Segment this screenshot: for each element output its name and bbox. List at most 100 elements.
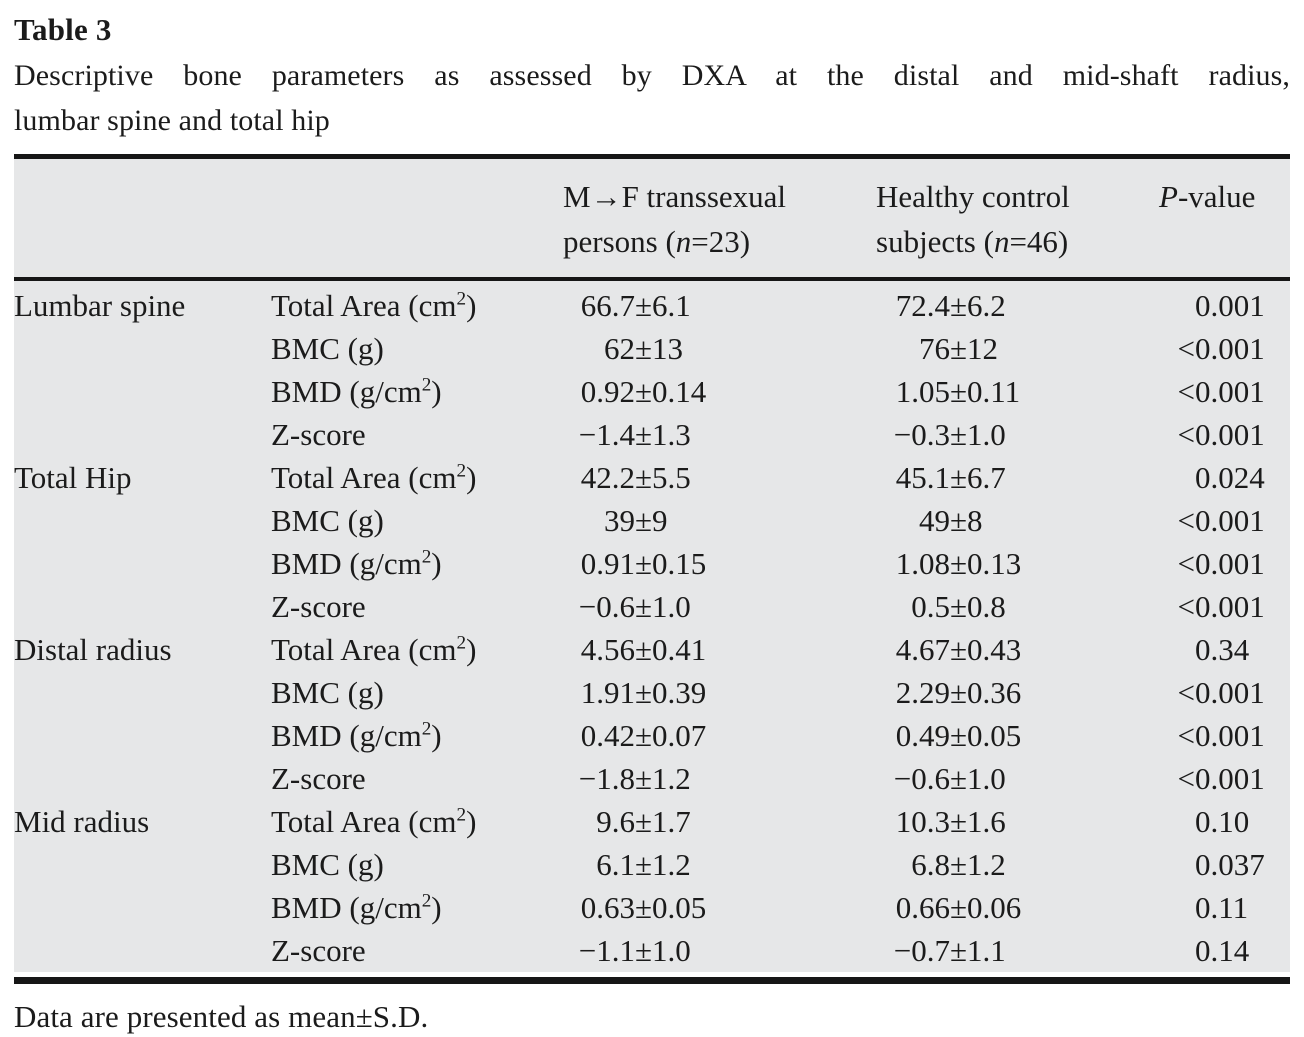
- param-superscript: 2: [421, 374, 432, 396]
- plus-minus-sign: ±: [635, 331, 653, 366]
- less-than-sign: [1159, 886, 1195, 929]
- table-body: Lumbar spine Total Area (cm2) 66.7 ±6.1 7…: [14, 281, 1290, 972]
- param-cell: Z-score: [271, 417, 366, 452]
- p-value-cell: 0.34: [1159, 628, 1290, 671]
- less-than-sign: <: [1177, 374, 1195, 409]
- less-than-sign: [1159, 456, 1195, 499]
- plus-minus-sign: ±: [635, 933, 653, 968]
- group-cell: Lumbar spine: [14, 288, 186, 323]
- table-row: BMD (g/cm2) 0.91 ±0.15 1.08 ±0.13 <0.001: [14, 542, 1290, 585]
- table-row: BMD (g/cm2) 0.92 ±0.14 1.05 ±0.11 <0.001: [14, 370, 1290, 413]
- control-value-cell: 2.29 ±0.36: [876, 671, 1159, 714]
- param-cell: Z-score: [271, 933, 366, 968]
- group-cell: Mid radius: [14, 804, 150, 839]
- control-value-cell: 6.8 ±1.2: [876, 843, 1159, 886]
- group-cell: [14, 886, 271, 929]
- plus-minus-sign: ±: [635, 761, 653, 796]
- group-cell: Distal radius: [14, 632, 172, 667]
- group-cell: [14, 327, 271, 370]
- p-value-cell: 0.11: [1159, 886, 1290, 929]
- mtf-value-cell: 0.63 ±0.05: [563, 886, 876, 929]
- table-row: BMC (g) 6.1 ±1.2 6.8 ±1.2 0.037: [14, 843, 1290, 886]
- plus-minus-sign: ±: [950, 546, 968, 581]
- p-value-cell: <0.001: [1159, 714, 1290, 757]
- plus-minus-sign: ±: [635, 417, 653, 452]
- p-value-cell: <0.001: [1159, 757, 1290, 800]
- less-than-sign: <: [1177, 546, 1195, 581]
- param-cell: Z-score: [271, 589, 366, 624]
- header-spacer-group: [14, 174, 271, 264]
- plus-minus-sign: ±: [950, 761, 968, 796]
- plus-minus-sign: ±: [635, 288, 653, 323]
- table-row: Total Hip Total Area (cm2) 42.2 ±5.5 45.1…: [14, 456, 1290, 499]
- table-row: BMC (g) 39 ±9 49 ±8 <0.001: [14, 499, 1290, 542]
- plus-minus-sign: ±: [950, 331, 968, 366]
- p-value-cell: <0.001: [1159, 370, 1290, 413]
- p-value-cell: <0.001: [1159, 585, 1290, 628]
- control-value-cell: 0.66 ±0.06: [876, 886, 1159, 929]
- group-cell: [14, 370, 271, 413]
- column-header-mtf-line2: persons (n=23): [563, 224, 751, 259]
- plus-minus-sign: ±: [950, 890, 968, 925]
- mtf-value-cell: 0.92 ±0.14: [563, 370, 876, 413]
- p-value-cell: <0.001: [1159, 542, 1290, 585]
- param-superscript: 2: [421, 890, 432, 912]
- param-superscript: 2: [456, 632, 467, 654]
- table-row: Z-score −1.4 ±1.3 −0.3 ±1.0 <0.001: [14, 413, 1290, 456]
- control-value-cell: 4.67 ±0.43: [876, 628, 1159, 671]
- param-cell: BMC (g): [271, 331, 384, 366]
- less-than-sign: <: [1177, 417, 1195, 452]
- table-row: Lumbar spine Total Area (cm2) 66.7 ±6.1 7…: [14, 284, 1290, 327]
- control-value-cell: 0.5 ±0.8: [876, 585, 1159, 628]
- mtf-value-cell: 0.91 ±0.15: [563, 542, 876, 585]
- table-row: Mid radius Total Area (cm2) 9.6 ±1.7 10.3…: [14, 800, 1290, 843]
- control-value-cell: 1.08 ±0.13: [876, 542, 1159, 585]
- mtf-value-cell: 42.2 ±5.5: [563, 456, 876, 499]
- less-than-sign: <: [1177, 331, 1195, 366]
- table-row: BMC (g) 1.91 ±0.39 2.29 ±0.36 <0.001: [14, 671, 1290, 714]
- param-superscript: 2: [421, 718, 432, 740]
- less-than-sign: <: [1177, 675, 1195, 710]
- table-row: Z-score −1.1 ±1.0 −0.7 ±1.1 0.14: [14, 929, 1290, 972]
- header-spacer-parameter: [271, 174, 563, 264]
- plus-minus-sign: ±: [635, 847, 653, 882]
- plus-minus-sign: ±: [950, 718, 968, 753]
- plus-minus-sign: ±: [950, 632, 968, 667]
- plus-minus-sign: ±: [635, 589, 653, 624]
- less-than-sign: <: [1177, 503, 1195, 538]
- table-top-rule: [14, 154, 1290, 159]
- param-superscript: 2: [421, 546, 432, 568]
- less-than-sign: [1159, 843, 1195, 886]
- mtf-value-cell: 1.91 ±0.39: [563, 671, 876, 714]
- less-than-sign: [1159, 800, 1195, 843]
- table-row: Distal radius Total Area (cm2) 4.56 ±0.41…: [14, 628, 1290, 671]
- group-cell: Total Hip: [14, 460, 132, 495]
- column-header-control: Healthy control subjects (n=46): [876, 174, 1159, 264]
- p-value-cell: 0.037: [1159, 843, 1290, 886]
- control-value-cell: 1.05 ±0.11: [876, 370, 1159, 413]
- less-than-sign: <: [1177, 589, 1195, 624]
- plus-minus-sign: ±: [950, 503, 968, 538]
- column-header-mtf-line1: M→F transsexual: [563, 179, 787, 214]
- param-superscript: 2: [456, 460, 467, 482]
- p-value-cell: <0.001: [1159, 499, 1290, 542]
- column-header-pvalue: P-value: [1159, 179, 1256, 214]
- less-than-sign: [1159, 628, 1195, 671]
- param-cell: Z-score: [271, 761, 366, 796]
- plus-minus-sign: ±: [950, 288, 968, 323]
- plus-minus-sign: ±: [635, 546, 653, 581]
- mtf-value-cell: −1.4 ±1.3: [563, 413, 876, 456]
- less-than-sign: <: [1177, 761, 1195, 796]
- control-value-cell: −0.7 ±1.1: [876, 929, 1159, 972]
- param-cell: Total Area (cm2): [271, 632, 477, 667]
- param-cell: Total Area (cm2): [271, 460, 477, 495]
- plus-minus-sign: ±: [635, 374, 653, 409]
- p-value-cell: 0.10: [1159, 800, 1290, 843]
- column-header-control-line1: Healthy control: [876, 179, 1070, 214]
- plus-minus-sign: ±: [635, 675, 653, 710]
- plus-minus-sign: ±: [635, 503, 653, 538]
- plus-minus-sign: ±: [635, 804, 653, 839]
- param-cell: BMC (g): [271, 847, 384, 882]
- param-cell: BMD (g/cm2): [271, 374, 442, 409]
- p-value-cell: <0.001: [1159, 671, 1290, 714]
